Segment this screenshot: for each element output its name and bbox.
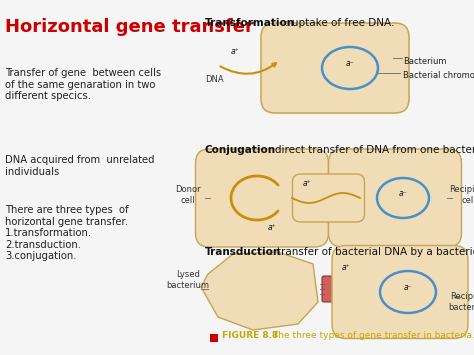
Bar <box>210 334 218 342</box>
Text: The three types of gene transfer in bacteria.: The three types of gene transfer in bact… <box>270 332 474 340</box>
Text: Horizontal gene transfer: Horizontal gene transfer <box>5 18 254 36</box>
Text: a⁺: a⁺ <box>342 262 350 272</box>
Text: a⁻: a⁻ <box>346 60 354 69</box>
Text: a⁻: a⁻ <box>404 284 412 293</box>
FancyBboxPatch shape <box>322 276 350 302</box>
Text: a⁺: a⁺ <box>268 224 276 233</box>
Text: : direct transfer of DNA from one bacterium to another.: : direct transfer of DNA from one bacter… <box>268 145 474 155</box>
Text: : transfer of bacterial DNA by a bacteriophage.: : transfer of bacterial DNA by a bacteri… <box>270 247 474 257</box>
Text: a⁻: a⁻ <box>399 190 407 198</box>
Text: : uptake of free DNA.: : uptake of free DNA. <box>285 18 394 28</box>
Text: FIGURE 8.8: FIGURE 8.8 <box>222 332 278 340</box>
Text: Recipient
bacterium: Recipient bacterium <box>448 292 474 312</box>
Text: Donor
cell: Donor cell <box>175 185 201 205</box>
Text: Transfer of gene  between cells
of the same genaration in two
different specics.: Transfer of gene between cells of the sa… <box>5 68 161 101</box>
FancyBboxPatch shape <box>292 174 365 222</box>
Text: There are three types  of
horizontal gene transfer.
1.transformation.
2.transduc: There are three types of horizontal gene… <box>5 205 128 261</box>
Text: Bacterial chromosome: Bacterial chromosome <box>403 71 474 81</box>
Text: Transformation: Transformation <box>205 18 295 28</box>
Text: DNA acquired from  unrelated
individuals: DNA acquired from unrelated individuals <box>5 155 155 176</box>
FancyBboxPatch shape <box>332 246 468 339</box>
Text: a⁺: a⁺ <box>231 48 239 56</box>
FancyArrowPatch shape <box>353 287 368 291</box>
FancyBboxPatch shape <box>195 149 328 247</box>
FancyBboxPatch shape <box>261 23 409 113</box>
Text: Bacterium: Bacterium <box>403 56 447 66</box>
Text: Lysed
bacterium: Lysed bacterium <box>166 270 210 290</box>
Text: Recipient
cell: Recipient cell <box>449 185 474 205</box>
Text: DNA: DNA <box>205 75 223 84</box>
FancyBboxPatch shape <box>328 149 462 247</box>
Text: Transduction: Transduction <box>205 247 281 257</box>
Text: a⁺: a⁺ <box>303 180 311 189</box>
Text: Conjugation: Conjugation <box>205 145 276 155</box>
Polygon shape <box>201 252 318 330</box>
FancyArrowPatch shape <box>220 63 276 74</box>
